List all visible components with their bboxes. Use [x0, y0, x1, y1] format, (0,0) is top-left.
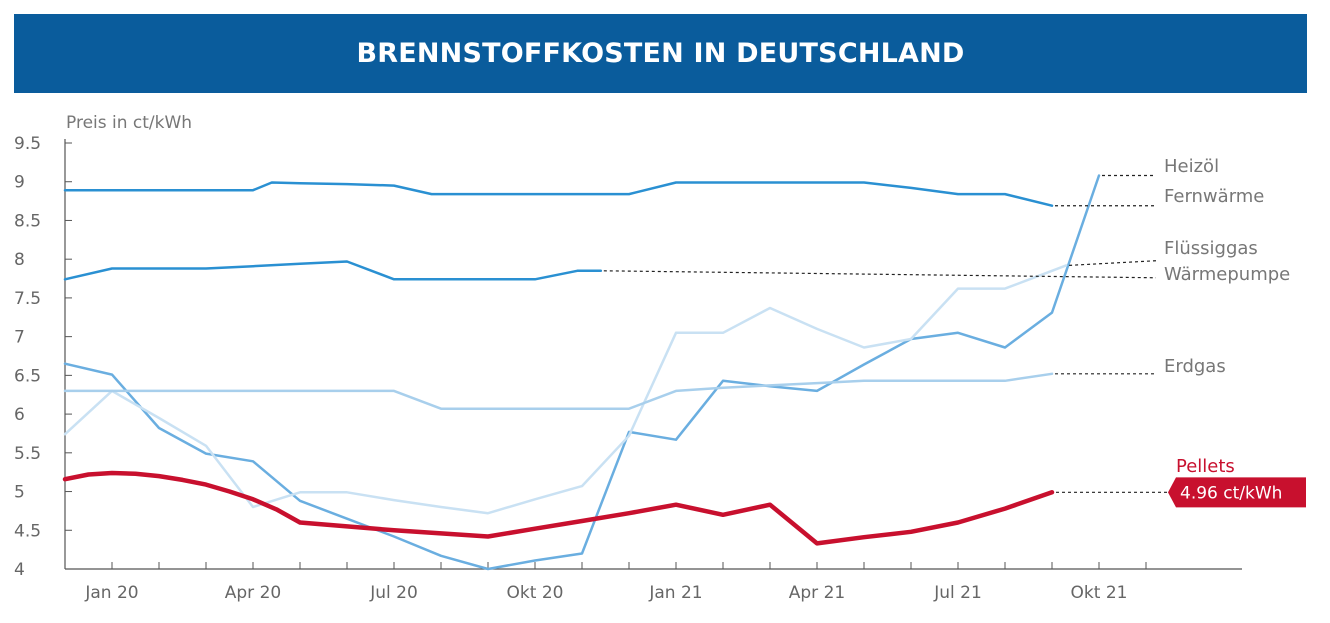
chart-axes: 9.5 9 8.5 8 7.5 7 6.5 6 5.5 5 4.5 4 Jan 20 Apr 20 Jul … [14, 134, 1242, 603]
y-tick-label: 9.5 [14, 134, 41, 154]
series-line-wärmepumpe [63, 260, 603, 281]
x-tick-label: Apr 20 [225, 583, 281, 603]
series-line-flüssiggas [63, 264, 1068, 515]
pellets-value-text: 4.96 ct/kWh [1180, 483, 1282, 503]
x-tick-label: Jul 20 [369, 583, 418, 603]
series-line-erdgas [63, 372, 1054, 410]
series-label-heizöl: Heizöl [1164, 156, 1219, 177]
y-tick-label: 4.5 [14, 521, 41, 541]
series-line-fernwärme [63, 181, 1054, 207]
x-tick-label: Okt 20 [507, 583, 564, 603]
x-tick-label: Jan 21 [648, 583, 702, 603]
chart-labels: Preis in ct/kWh Heizöl Fernwärme Flüssigga… [66, 113, 1306, 508]
y-tick-label: 6.5 [14, 366, 41, 386]
y-tick-label: 7.5 [14, 289, 41, 309]
x-tick-label: Apr 21 [789, 583, 845, 603]
y-tick-label: 5.5 [14, 444, 41, 464]
chart-title: BRENNSTOFFKOSTEN IN DEUTSCHLAND [356, 38, 965, 69]
y-tick-label: 9 [14, 173, 25, 193]
series-label-erdgas: Erdgas [1164, 356, 1226, 377]
y-tick-label: 5 [14, 483, 25, 503]
chart-title-bar: BRENNSTOFFKOSTEN IN DEUTSCHLAND [14, 14, 1307, 93]
leader-line-flüssiggas [1069, 260, 1157, 266]
y-tick-label: 4 [14, 560, 25, 580]
series-line-pellets [62, 470, 1055, 546]
series-label-flüssiggas: Flüssiggas [1164, 238, 1258, 259]
series-label-fernwärme: Fernwärme [1164, 186, 1264, 207]
series-label-wärmepumpe: Wärmepumpe [1164, 264, 1290, 285]
y-tick-label: 6 [14, 405, 25, 425]
chart-series [62, 174, 1101, 571]
series-label-pellets: Pellets [1176, 456, 1235, 477]
y-tick-label: 8 [14, 250, 25, 270]
y-tick-label: 7 [14, 328, 25, 348]
leader-line-wärmepumpe [603, 270, 1157, 279]
y-tick-label: 8.5 [14, 211, 41, 231]
x-tick-label: Jan 20 [84, 583, 138, 603]
x-tick-label: Okt 21 [1071, 583, 1128, 603]
pellets-value-badge [1168, 477, 1306, 508]
series-line-heizöl [63, 174, 1101, 571]
x-tick-label: Jul 21 [933, 583, 982, 603]
y-axis-label: Preis in ct/kWh [66, 113, 192, 133]
